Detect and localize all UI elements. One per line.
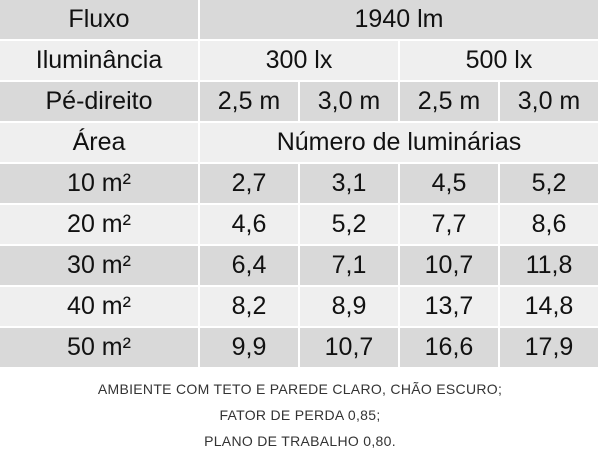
row-label: 20 m²: [0, 205, 198, 244]
table-cell: 5,2: [500, 164, 598, 203]
table-cell: 7,1: [300, 246, 398, 285]
row-label: Iluminância: [0, 41, 198, 80]
row-label: Pé-direito: [0, 82, 198, 121]
table-cell: 10,7: [300, 328, 398, 367]
table-cell: 3,0 m: [500, 82, 598, 121]
table-cell: 13,7: [400, 287, 498, 326]
table-cell: 8,6: [500, 205, 598, 244]
table-cell: 8,2: [200, 287, 298, 326]
table-cell: 5,2: [300, 205, 398, 244]
row-label: Área: [0, 123, 198, 162]
row-label: 40 m²: [0, 287, 198, 326]
table-cell: 2,5 m: [200, 82, 298, 121]
table-cell: 16,6: [400, 328, 498, 367]
table-cell: 7,7: [400, 205, 498, 244]
table-cell: 4,5: [400, 164, 498, 203]
table-cell: 2,5 m: [400, 82, 498, 121]
table-cell: 10,7: [400, 246, 498, 285]
row-label: 30 m²: [0, 246, 198, 285]
table-cell: 3,0 m: [300, 82, 398, 121]
table-cell: 14,8: [500, 287, 598, 326]
table-cell: 4,6: [200, 205, 298, 244]
table-cell: 11,8: [500, 246, 598, 285]
footnote: AMBIENTE COM TETO E PAREDE CLARO, CHÃO E…: [97, 381, 503, 397]
footnote: PLANO DE TRABALHO 0,80.: [204, 433, 396, 449]
table-cell: 9,9: [200, 328, 298, 367]
row-label: 50 m²: [0, 328, 198, 367]
table-cell: 8,9: [300, 287, 398, 326]
footnote: FATOR DE PERDA 0,85;: [219, 407, 381, 423]
table-cell: 500 lx: [400, 41, 598, 80]
table-cell: Número de luminárias: [200, 123, 598, 162]
table-cell: 1940 lm: [200, 0, 598, 39]
row-label: 10 m²: [0, 164, 198, 203]
table-cell: 300 lx: [200, 41, 398, 80]
table-cell: 3,1: [300, 164, 398, 203]
table-cell: 2,7: [200, 164, 298, 203]
row-label: Fluxo: [0, 0, 198, 39]
table-cell: 17,9: [500, 328, 598, 367]
table-cell: 6,4: [200, 246, 298, 285]
